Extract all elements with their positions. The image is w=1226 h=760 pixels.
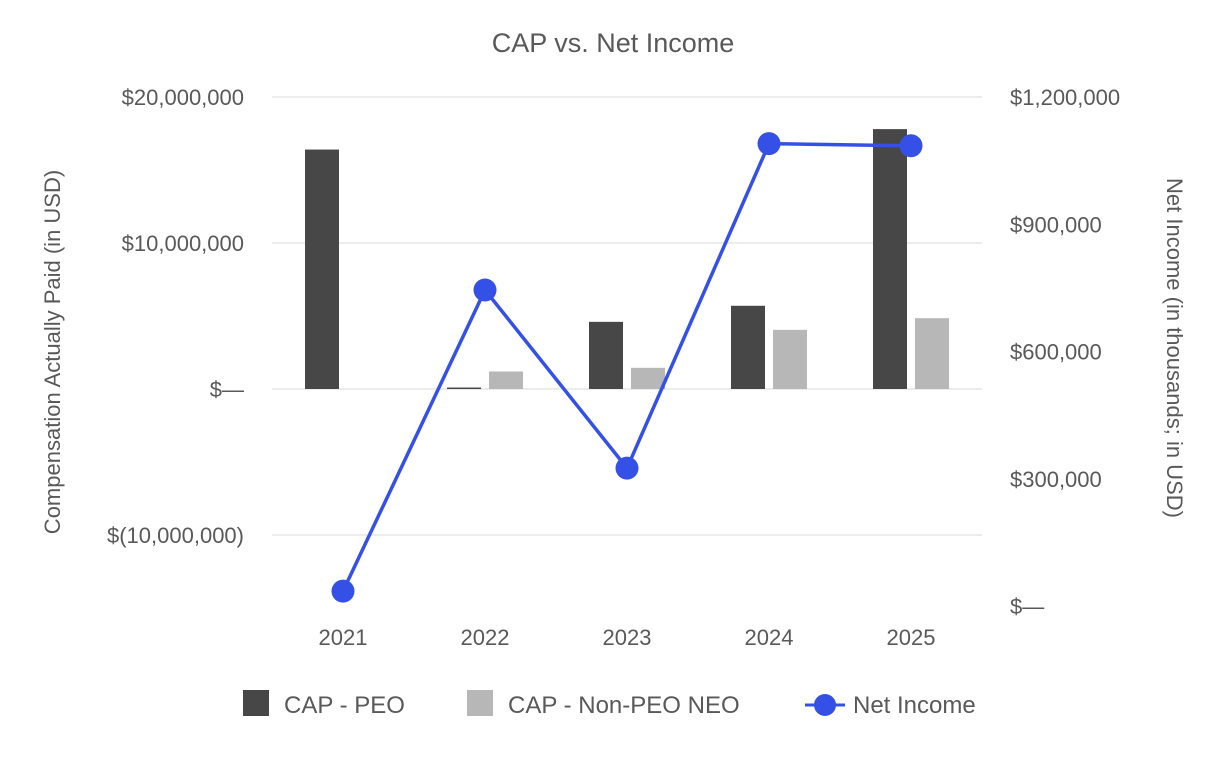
legend-label-cap-non-peo-neo: CAP - Non-PEO NEO (508, 692, 740, 719)
net-income-point-2023 (615, 456, 639, 480)
right-tick-label-1: $900,000 (1010, 212, 1102, 237)
left-tick-label-3: $(10,000,000) (107, 523, 244, 548)
net-income-point-2025 (899, 134, 923, 158)
legend-swatch-cap-non-peo-neo (467, 690, 493, 716)
right-tick-label-0: $1,200,000 (1010, 85, 1120, 110)
x-tick-label-2025: 2025 (887, 625, 936, 650)
legend-swatch-cap-peo (243, 690, 269, 716)
bars (305, 129, 949, 390)
legend-label-net-income: Net Income (853, 692, 976, 719)
legend-label-cap-peo: CAP - PEO (284, 692, 405, 719)
legend-marker-net-income (814, 694, 836, 716)
bar-cap-non-peo-neo-2023 (631, 367, 665, 389)
right-tick-label-4: $— (1010, 594, 1044, 619)
right-axis-label: Net Income (in thousands; in USD) (1162, 178, 1187, 518)
x-tick-label-2023: 2023 (603, 625, 652, 650)
chart-title: CAP vs. Net Income (492, 28, 735, 58)
net-income-line (341, 141, 912, 592)
bar-cap-peo-2021 (305, 149, 339, 389)
left-tick-label-1: $10,000,000 (122, 231, 244, 256)
right-axis-ticks: $1,200,000 $900,000 $600,000 $300,000 $— (1010, 85, 1120, 619)
x-axis-ticks: 2021 2022 2023 2024 2025 (319, 625, 936, 650)
bar-cap-peo-2022 (447, 387, 481, 390)
net-income-point-2024 (757, 132, 781, 156)
x-tick-label-2024: 2024 (745, 625, 794, 650)
bar-cap-peo-2023 (589, 321, 623, 389)
bar-cap-non-peo-neo-2025 (915, 318, 949, 389)
x-tick-label-2022: 2022 (461, 625, 510, 650)
bar-cap-peo-2025 (873, 129, 907, 389)
net-income-line-group (331, 132, 923, 603)
left-tick-label-0: $20,000,000 (122, 85, 244, 110)
x-tick-label-2021: 2021 (319, 625, 368, 650)
right-tick-label-3: $300,000 (1010, 467, 1102, 492)
left-axis-ticks: $20,000,000 $10,000,000 $— $(10,000,000) (107, 85, 244, 548)
net-income-point-2021 (331, 579, 355, 603)
gridlines (272, 96, 982, 536)
left-tick-label-2: $— (210, 377, 244, 402)
bar-cap-peo-2024 (731, 305, 765, 389)
left-axis-label: Compensation Actually Paid (in USD) (40, 170, 65, 534)
net-income-point-2022 (473, 278, 497, 302)
bar-cap-non-peo-neo-2024 (773, 329, 807, 389)
bar-cap-non-peo-neo-2022 (489, 371, 523, 389)
right-tick-label-2: $600,000 (1010, 340, 1102, 365)
legend: CAP - PEO CAP - Non-PEO NEO Net Income (243, 690, 976, 719)
